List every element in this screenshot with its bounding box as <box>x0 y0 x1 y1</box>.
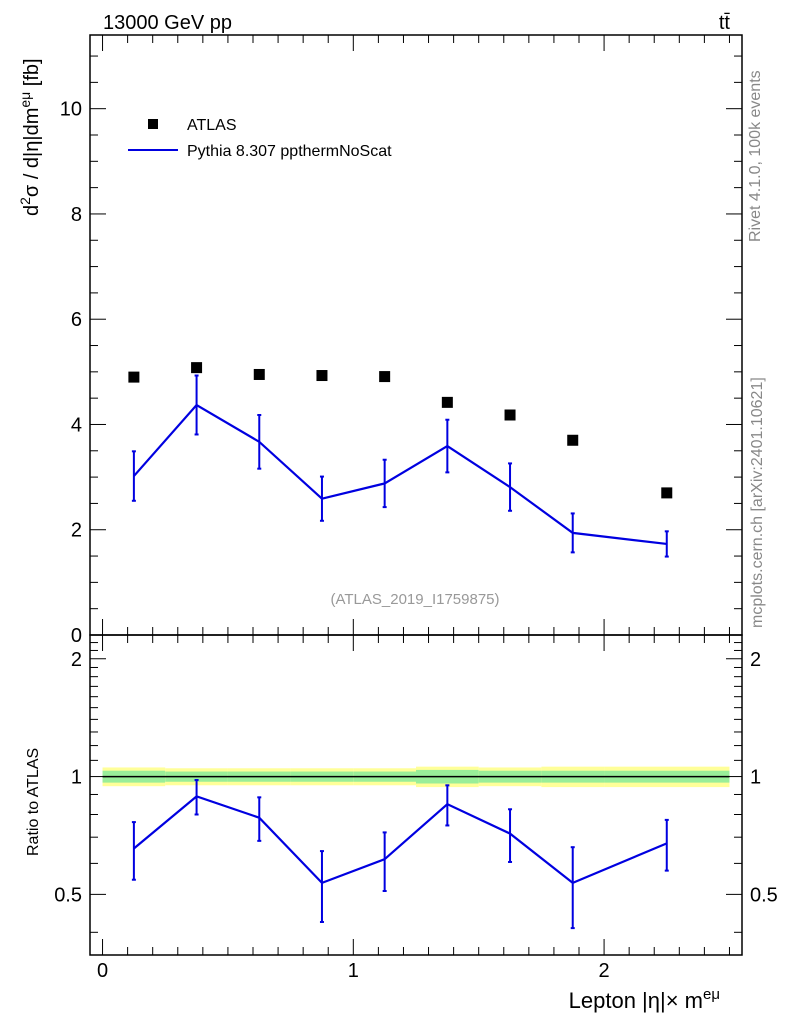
main-ytick-label: 4 <box>71 414 82 436</box>
main-data-point <box>504 409 516 421</box>
ratio-uncertainty-bands <box>102 766 730 788</box>
ratio-ylabel: Ratio to ATLAS <box>25 748 42 856</box>
legend-data-marker <box>148 119 158 129</box>
main-data-series <box>128 362 673 499</box>
legend-data-label: ATLAS <box>187 117 237 134</box>
main-ytick-label: 2 <box>71 520 82 542</box>
ratio-ytick-label: 0.5 <box>54 884 82 906</box>
main-ytick-label: 0 <box>71 625 82 647</box>
main-ytick-label: 8 <box>71 204 82 226</box>
main-ytick-label: 6 <box>71 309 82 331</box>
legend-mc-label: Pythia 8.307 ppthermNoScat <box>187 143 392 160</box>
header-right-title: tt̄ <box>719 12 731 34</box>
main-ytick-labels: 0 2 4 6 8 10 <box>60 99 82 647</box>
main-data-point <box>661 487 673 499</box>
mcplots-label: mcplots.cern.ch [arXiv:2401.10621] <box>749 377 766 628</box>
main-data-point <box>441 396 453 408</box>
legend: ATLAS Pythia 8.307 ppthermNoScat <box>128 117 392 160</box>
main-data-point <box>379 371 391 383</box>
ratio-xtick-label: 1 <box>348 960 359 982</box>
ratio-panel-frame <box>89 634 743 956</box>
main-data-point <box>253 368 265 380</box>
ratio-mc-line <box>133 795 668 885</box>
main-mc-series <box>131 374 669 558</box>
header-left-title: 13000 GeV pp <box>103 12 232 34</box>
main-data-point <box>128 371 140 383</box>
ratio-mc-series <box>131 778 669 930</box>
main-data-point <box>316 370 328 382</box>
ratio-ytick-label-right: 2 <box>750 649 761 671</box>
rivet-version-label: Rivet 4.1.0, 100k events <box>747 70 764 242</box>
analysis-tag: (ATLAS_2019_I1759875) <box>330 591 499 608</box>
ratio-ytick-label: 2 <box>71 649 82 671</box>
ratio-ytick-label: 1 <box>71 767 82 789</box>
ratio-ytick-label-right: 1 <box>750 767 761 789</box>
main-data-point <box>567 434 579 446</box>
ratio-ytick-label-right: 0.5 <box>750 884 778 906</box>
main-data-point <box>191 362 203 374</box>
x-axis-title: Lepton |η|× meμ <box>569 986 720 1013</box>
main-mc-line <box>133 403 667 546</box>
ratio-xtick-label: 0 <box>97 960 108 982</box>
main-ytick-label: 10 <box>60 99 82 121</box>
ratio-xtick-labels: 0 1 2 <box>97 960 610 982</box>
ratio-panel-ticks <box>90 635 742 955</box>
ratio-xtick-label: 2 <box>599 960 610 982</box>
main-ylabel: d2σ / d|η|dmeμ [fb] <box>17 58 43 216</box>
ratio-ytick-labels: 0.5 0.5 1 1 2 2 <box>54 649 778 907</box>
main-panel-ticks <box>90 35 742 636</box>
